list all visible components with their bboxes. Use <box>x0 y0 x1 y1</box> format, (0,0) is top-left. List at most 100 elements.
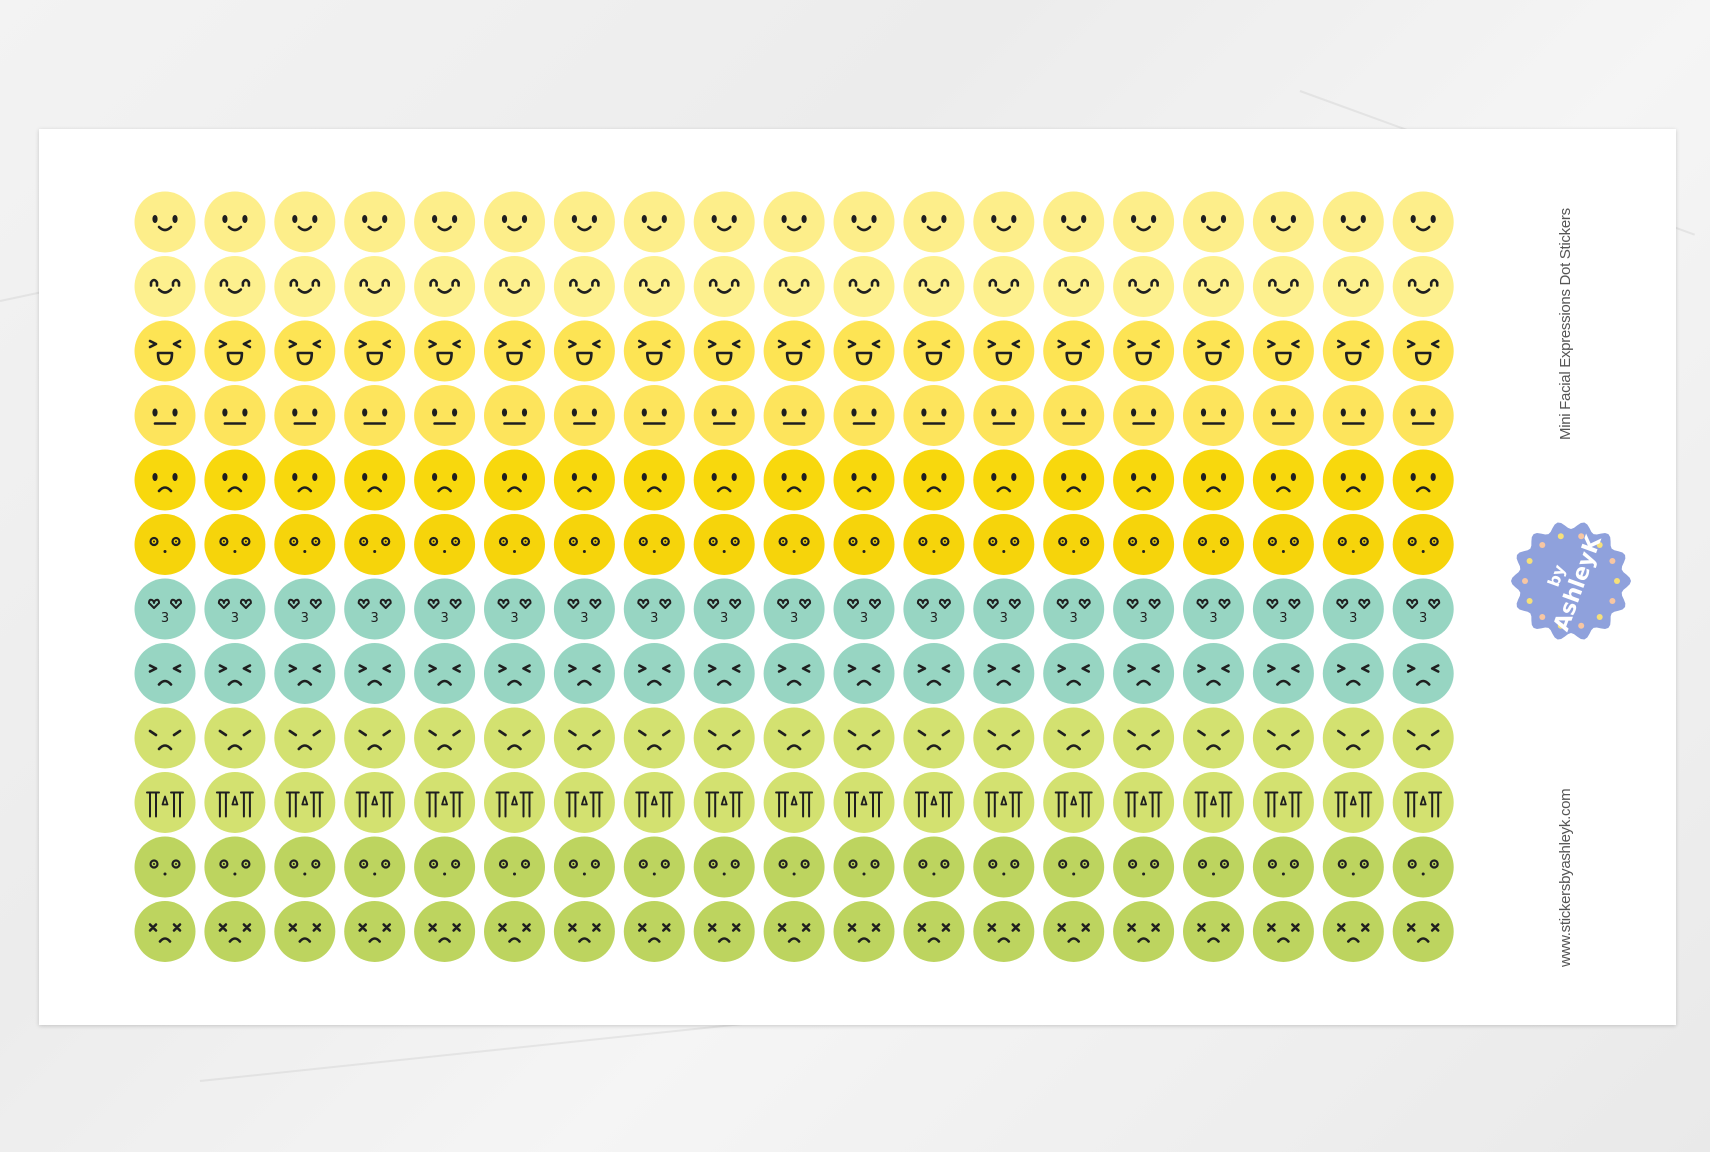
sticker-angry <box>1113 707 1175 769</box>
sticker-sad <box>1183 449 1244 511</box>
logo-badge-shape <box>1511 522 1631 640</box>
sticker-upset <box>344 643 406 704</box>
sticker-dot <box>344 514 406 575</box>
laughing-face-icon <box>1127 339 1160 366</box>
sticker-dot <box>693 707 755 769</box>
surprised-face-icon <box>429 859 461 876</box>
sticker-dead <box>1043 901 1105 962</box>
sticker-smile <box>1392 191 1454 253</box>
sticker-dot <box>973 643 1035 704</box>
sticker-dizzy <box>414 514 476 575</box>
sticker-dot <box>484 449 545 511</box>
surprised-face-icon <box>1127 859 1160 876</box>
neutral-face-icon <box>1131 408 1157 425</box>
sticker-dot <box>833 578 895 640</box>
sticker-dot <box>623 707 685 769</box>
sticker-dot <box>1252 707 1314 769</box>
sticker-angry <box>1183 707 1244 769</box>
sticker-dot <box>1392 256 1454 317</box>
sticker-dot <box>1043 449 1105 511</box>
sticker-dot <box>693 320 755 382</box>
dizzy-face-icon <box>359 536 391 553</box>
sticker-love: 3 <box>1322 578 1384 640</box>
laughing-face-icon <box>358 339 392 366</box>
sticker-dot <box>1392 385 1454 446</box>
sticker-dizzy <box>693 514 755 575</box>
sticker-surprised <box>693 836 755 898</box>
sticker-neutral <box>274 385 336 446</box>
svg-text:3: 3 <box>650 611 658 626</box>
sticker-dot <box>274 514 336 575</box>
love-face-icon: 3 <box>1196 598 1231 626</box>
dizzy-face-icon <box>149 536 181 553</box>
sticker-dot <box>693 256 755 317</box>
sticker-sad <box>134 449 196 511</box>
sticker-dot <box>623 643 685 704</box>
dead-face-icon <box>428 923 461 943</box>
svg-text:3: 3 <box>440 611 448 626</box>
angry-face-icon <box>707 729 741 751</box>
laughing-face-icon <box>148 339 182 366</box>
crying-face-icon <box>355 791 394 818</box>
upset-face-icon <box>1337 664 1370 686</box>
sticker-laughing <box>553 320 615 382</box>
sticker-surprised <box>623 836 685 898</box>
sticker-angry <box>1043 707 1105 769</box>
svg-text:3: 3 <box>720 611 728 626</box>
smile-face-icon <box>1131 215 1157 232</box>
sticker-dot <box>1252 449 1314 511</box>
dizzy-face-icon <box>638 536 670 553</box>
love-face-icon: 3 <box>1336 598 1371 626</box>
crying-face-icon <box>495 791 534 818</box>
sticker-dot <box>973 256 1035 317</box>
sticker-dot <box>763 191 825 253</box>
crying-face-icon <box>565 791 604 818</box>
laughing-face-icon <box>707 339 741 366</box>
sticker-smile <box>623 191 685 253</box>
love-face-icon: 3 <box>148 598 182 626</box>
sticker-dot <box>1043 772 1105 833</box>
sticker-upset <box>134 643 196 704</box>
sticker-neutral <box>134 385 196 446</box>
neutral-face-icon <box>362 408 388 425</box>
sticker-happy-closed-eyes <box>1183 256 1244 317</box>
sticker-dot <box>833 449 895 511</box>
sticker-sad <box>903 449 965 511</box>
sticker-love: 3 <box>204 578 266 640</box>
sticker-smile <box>134 191 196 253</box>
sticker-love: 3 <box>763 578 825 640</box>
sticker-dot <box>623 256 685 317</box>
sticker-dot <box>623 449 685 511</box>
sticker-neutral <box>763 385 825 446</box>
dead-face-icon <box>1267 923 1300 943</box>
sticker-smile <box>833 191 895 253</box>
sticker-surprised <box>1043 836 1105 898</box>
upset-face-icon <box>1127 664 1160 686</box>
sticker-smile <box>204 191 266 253</box>
dizzy-face-icon <box>289 536 321 553</box>
love-face-icon: 3 <box>497 598 532 626</box>
sticker-angry <box>763 707 825 769</box>
sticker-dot <box>1183 191 1244 253</box>
sticker-dot <box>623 836 685 898</box>
sad-face-icon <box>641 473 667 493</box>
sticker-neutral <box>903 385 965 446</box>
sticker-dot <box>1183 449 1244 511</box>
smile-face-icon <box>432 215 458 232</box>
sticker-dot <box>1183 320 1244 382</box>
sticker-surprised <box>414 836 476 898</box>
sticker-smile <box>1183 191 1244 253</box>
sticker-happy-closed-eyes <box>1322 256 1384 317</box>
sticker-laughing <box>1252 320 1314 382</box>
sticker-dizzy <box>274 514 336 575</box>
sticker-dizzy <box>1392 514 1454 575</box>
sticker-love: 3 <box>344 578 406 640</box>
sticker-dead <box>1252 901 1314 962</box>
surprised-face-icon <box>778 859 810 876</box>
sticker-sad <box>1322 449 1384 511</box>
sticker-dot <box>344 578 406 640</box>
dizzy-face-icon <box>498 536 531 553</box>
heart-icon <box>1539 542 1546 548</box>
heart-icon <box>1614 578 1620 584</box>
smile-face-icon <box>1270 215 1296 232</box>
